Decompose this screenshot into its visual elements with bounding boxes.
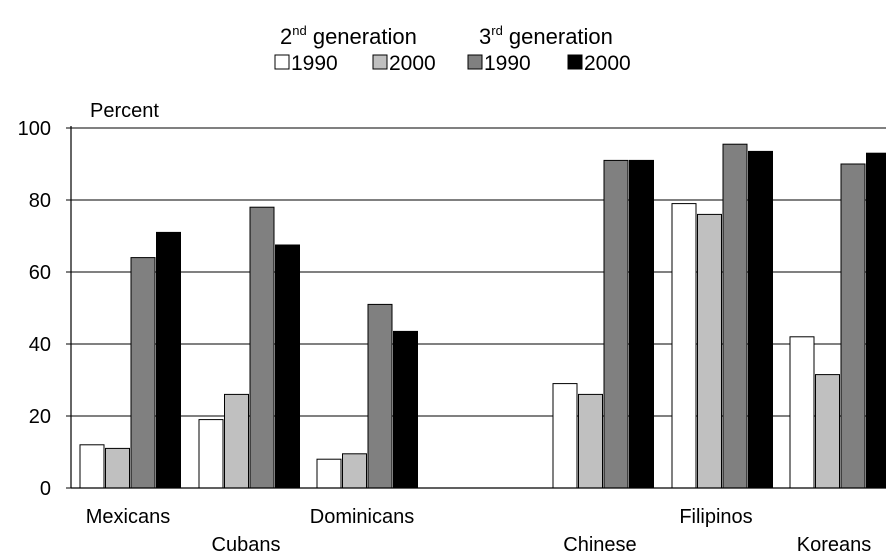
bar-cubans-series-2 [224,393,249,489]
legend-label-2: 2000 [389,52,436,75]
bar-dominicans-series-4 [393,330,418,489]
y-tick-label-100: 100 [18,118,51,140]
chart-header: 2nd generation 3rd generation [280,23,613,49]
x-label-koreans: Koreans [797,534,872,553]
legend-swatch-1 [274,54,290,70]
bars [79,143,886,489]
header-group-2nd-generation: 2nd generation [280,23,417,49]
bar-koreans-series-4 [866,152,886,489]
bar-cubans-series-4 [275,244,300,489]
bar-dominicans-series-2 [342,453,367,489]
x-label-chinese: Chinese [563,534,636,553]
bar-dominicans-series-3 [367,303,393,489]
y-tick-label-40: 40 [29,334,51,356]
bar-filipinos-series-1 [671,203,697,489]
bar-cubans-series-3 [249,206,275,489]
legend-swatch-4 [567,54,583,70]
y-tick-label-0: 0 [40,478,51,500]
bar-mexicans-series-3 [130,257,156,489]
bar-mexicans-series-1 [79,444,105,489]
bar-koreans-series-2 [815,374,840,489]
bar-filipinos-series-2 [697,213,722,489]
y-axis-ticks: 0 20 40 60 80 100 [18,118,71,500]
legend-label-1: 1990 [291,52,338,75]
legend: 1990 2000 1990 2000 [274,52,631,75]
bar-filipinos-series-4 [748,150,773,489]
y-tick-label-60: 60 [29,262,51,284]
x-label-cubans: Cubans [212,534,281,553]
bar-dominicans-series-1 [316,458,342,489]
header-3rd-text: generation [503,24,613,49]
y-tick-label-80: 80 [29,190,51,212]
legend-label-3: 1990 [484,52,531,75]
legend-label-4: 2000 [584,52,631,75]
bar-koreans-series-1 [789,336,815,489]
x-axis-labels: Mexicans Cubans Dominicans Chinese Filipinos… [86,506,871,553]
x-label-mexicans: Mexicans [86,506,170,528]
header-2nd-text: generation [307,24,417,49]
bar-mexicans-series-2 [105,447,130,489]
header-2nd-superscript: nd [292,23,306,38]
bar-mexicans-series-4 [156,231,181,489]
header-3rd-superscript: rd [491,23,503,38]
bar-chinese-series-2 [578,393,603,489]
x-label-dominicans: Dominicans [310,506,414,528]
y-axis-label: Percent [90,100,159,122]
bar-filipinos-series-3 [722,143,748,489]
y-tick-label-20: 20 [29,406,51,428]
header-group-3rd-generation: 3rd generation [479,23,613,49]
bar-cubans-series-1 [198,419,224,489]
header-3rd-number: 3 [479,24,491,49]
legend-swatch-2 [372,54,388,70]
x-label-filipinos: Filipinos [679,506,752,528]
bar-chinese-series-1 [552,383,578,489]
header-2nd-number: 2 [280,24,292,49]
bar-chinese-series-4 [629,159,654,489]
bar-koreans-series-3 [840,163,866,489]
bar-chinese-series-3 [603,159,629,489]
legend-swatch-3 [467,54,483,70]
